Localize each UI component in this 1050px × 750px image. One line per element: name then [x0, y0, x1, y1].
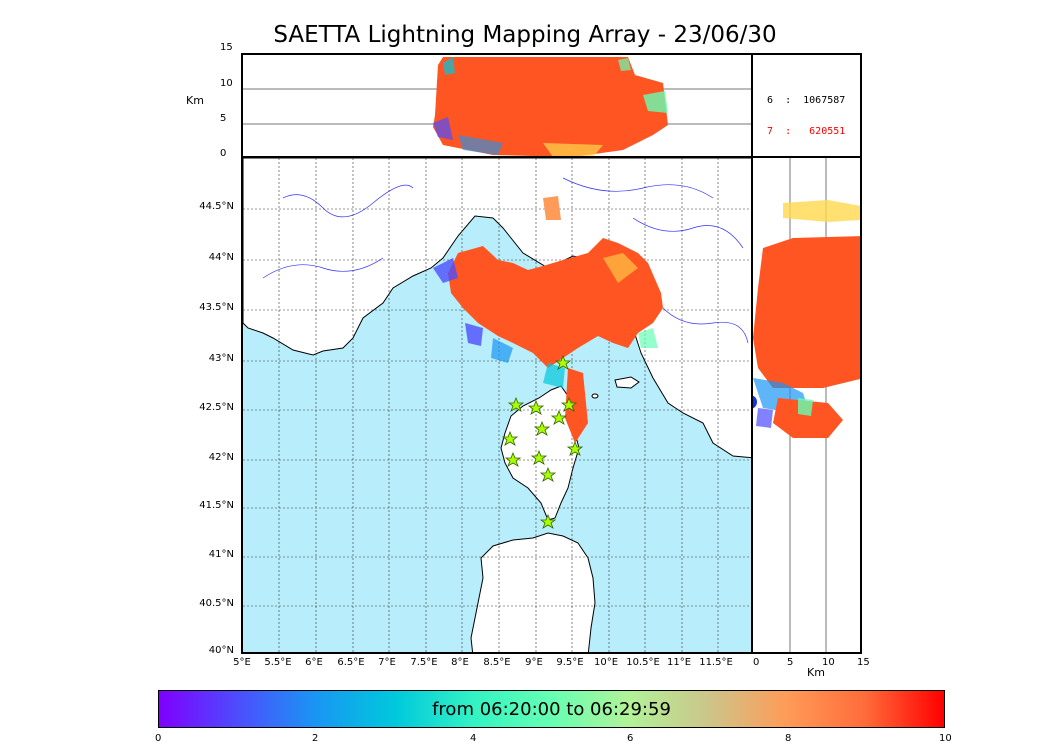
latitude-tick: 40.5°N	[199, 598, 234, 609]
latitude-tick: 44.5°N	[199, 201, 234, 212]
longitude-tick: 7°E	[378, 657, 396, 668]
latitude-tick: 42°N	[208, 452, 234, 463]
colorbar-tick: 8	[785, 733, 792, 744]
latitude-tick: 43°N	[208, 353, 234, 364]
lightning-side-cloud	[753, 200, 860, 438]
longitude-tick: 8°E	[451, 657, 469, 668]
station-star	[527, 399, 545, 415]
station-star	[539, 513, 557, 529]
river	[662, 307, 749, 344]
altitude-plot	[243, 57, 751, 156]
river	[562, 177, 714, 199]
side-axis-tick: 5	[787, 657, 794, 668]
station-stats-list: 6 : 1067587 7 : 620551 8 : 307396 9 : 17…	[767, 75, 846, 156]
stats-row-highlight: 7 : 620551	[767, 126, 846, 138]
latitude-tick: 42.5°N	[199, 402, 234, 413]
station-star	[539, 466, 557, 482]
longitude-tick: 11.5°E	[699, 657, 733, 668]
colorbar-caption: from 06:20:00 to 06:29:59	[432, 699, 671, 720]
sardinia-land	[470, 532, 596, 652]
station-star	[507, 396, 525, 412]
station-markers	[501, 354, 584, 529]
river	[632, 217, 744, 249]
map-panel	[241, 156, 753, 654]
altitude-tick: 5	[220, 113, 227, 124]
station-star	[530, 449, 548, 465]
latitude-tick: 40°N	[208, 645, 234, 656]
latitude-tick: 43.5°N	[199, 302, 234, 313]
river	[262, 257, 384, 279]
longitude-tick: 5.5°E	[264, 657, 292, 668]
longitude-tick: 5°E	[233, 657, 251, 668]
mainland-land	[243, 158, 751, 459]
longitude-tick: 9°E	[525, 657, 543, 668]
station-star	[554, 354, 572, 370]
longitude-tick: 6.5°E	[337, 657, 365, 668]
lightning-map-cloud	[433, 196, 663, 443]
side-marker	[753, 395, 757, 409]
station-star	[504, 451, 522, 467]
altitude-axis-unit: Km	[186, 94, 204, 107]
altitude-tick: 15	[220, 42, 233, 53]
station-star	[501, 430, 519, 446]
elba-island	[614, 376, 640, 389]
side-axis-tick: 10	[822, 657, 835, 668]
altitude-tick: 10	[220, 78, 233, 89]
latitude-tick: 41°N	[208, 549, 234, 560]
longitude-tick: 11°E	[666, 657, 692, 668]
stats-row: 6 : 1067587	[767, 94, 846, 106]
latitude-tick: 44°N	[208, 252, 234, 263]
longitude-tick: 6°E	[305, 657, 323, 668]
river	[282, 184, 414, 218]
latitude-tick: 41.5°N	[199, 500, 234, 511]
colorbar-tick: 10	[939, 733, 952, 744]
side-axis-tick: 0	[753, 657, 760, 668]
colorbar-tick: 2	[312, 733, 319, 744]
colorbar: from 06:20:00 to 06:29:59	[158, 690, 945, 728]
colorbar-tick: 6	[627, 733, 634, 744]
altitude-longitude-panel	[241, 53, 753, 158]
side-axis-unit: Km	[807, 666, 825, 679]
longitude-tick: 10.5°E	[626, 657, 660, 668]
longitude-tick: 9.5°E	[556, 657, 584, 668]
side-plot	[753, 158, 860, 652]
colorbar-tick: 0	[155, 733, 162, 744]
longitude-tick: 7.5°E	[410, 657, 438, 668]
map-plot	[243, 158, 751, 652]
station-star	[550, 409, 568, 425]
altitude-tick: 0	[220, 148, 227, 159]
capraia-island	[591, 393, 599, 399]
station-star	[533, 420, 551, 436]
longitude-tick: 8.5°E	[483, 657, 511, 668]
station-stats-panel: 6 : 1067587 7 : 620551 8 : 307396 9 : 17…	[751, 53, 862, 158]
station-star	[560, 396, 578, 412]
side-axis-tick: 15	[857, 657, 870, 668]
longitude-tick: 10°E	[593, 657, 619, 668]
lightning-altitude-cloud	[433, 57, 668, 156]
colorbar-tick: 4	[470, 733, 477, 744]
chart-title: SAETTA Lightning Mapping Array - 23/06/3…	[273, 22, 777, 48]
altitude-latitude-panel	[751, 156, 862, 654]
station-star	[566, 440, 584, 456]
